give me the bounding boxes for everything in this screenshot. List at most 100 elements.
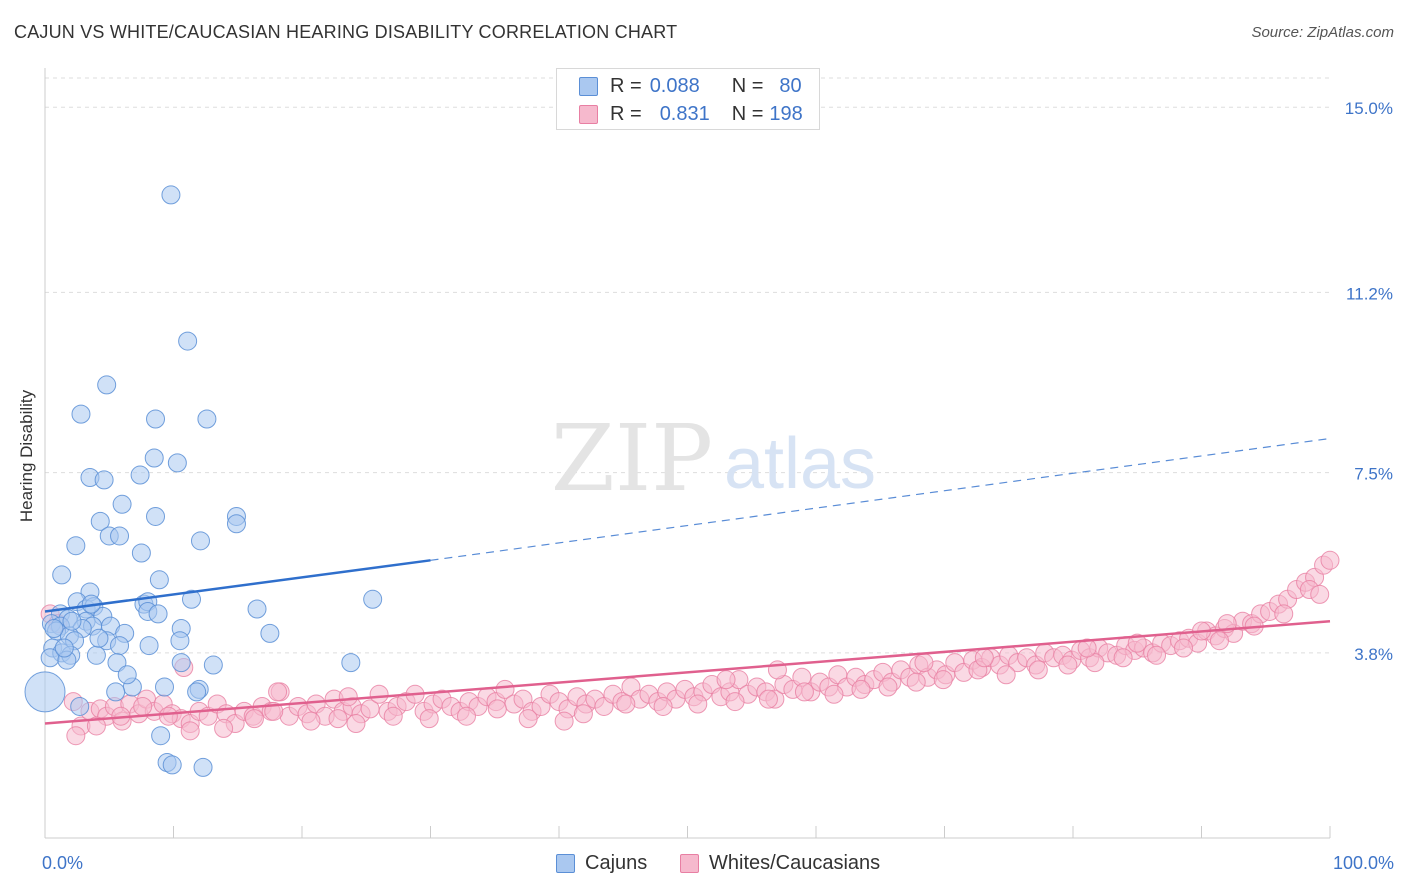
- r-label: R =: [610, 102, 642, 125]
- white-point: [1127, 633, 1147, 653]
- cajun-point: [155, 677, 175, 697]
- cajun-point: [167, 453, 187, 473]
- white-point: [495, 679, 515, 699]
- legend-label-cajuns: Cajuns: [585, 852, 648, 874]
- cajun-point: [162, 755, 182, 775]
- cajun-point: [117, 665, 137, 685]
- white-point: [1147, 645, 1167, 665]
- white-point: [1310, 584, 1330, 604]
- cajun-point: [151, 726, 171, 746]
- white-point: [86, 716, 106, 736]
- white-point: [914, 653, 934, 673]
- cajun-point: [181, 589, 201, 609]
- tick-labels: 3.8% 7.5% 11.2% 15.0% 0.0% 100.0%: [42, 99, 1394, 873]
- y-tick-label: 11.2%: [1346, 284, 1393, 303]
- watermark-atlas: atlas: [724, 424, 876, 504]
- cajun-point: [90, 511, 110, 531]
- white-point: [1028, 660, 1048, 680]
- white-swatch: [680, 854, 699, 873]
- cajun-swatch: [579, 76, 598, 96]
- white-point: [688, 694, 708, 714]
- watermark-zip: ZIP: [551, 405, 713, 512]
- cajun-point: [52, 565, 72, 585]
- legend-row-cajuns: R = 0.088 N = 80: [579, 73, 802, 99]
- cajun-point: [54, 638, 74, 658]
- white-point: [996, 665, 1016, 685]
- x-tick-label: 0.0%: [42, 853, 83, 873]
- source-label: Source: ZipAtlas.com: [1251, 24, 1394, 41]
- cajun-point: [44, 619, 64, 639]
- cajun-point: [131, 543, 151, 563]
- white-point: [716, 670, 736, 690]
- white-swatch: [579, 104, 598, 124]
- chart-title: CAJUN VS WHITE/CAUCASIAN HEARING DISABIL…: [14, 22, 678, 42]
- r-label: R =: [610, 74, 642, 97]
- white-point: [824, 684, 844, 704]
- gridlines: [45, 77, 1330, 654]
- white-point: [328, 709, 348, 729]
- cajun-point: [341, 653, 361, 673]
- cajun-point: [170, 631, 190, 651]
- r-value: 0.831: [659, 102, 710, 125]
- white-point: [653, 696, 673, 716]
- cajun-point: [97, 375, 117, 395]
- white-point: [725, 692, 745, 712]
- cajun-point: [161, 185, 181, 205]
- white-point: [487, 699, 507, 719]
- cajun-point: [178, 331, 198, 351]
- white-point: [419, 709, 439, 729]
- cajun-point: [226, 514, 246, 534]
- white-point: [1320, 550, 1340, 570]
- r-value: 0.088: [649, 74, 700, 97]
- white-point: [1085, 653, 1105, 673]
- n-value: 198: [769, 102, 803, 125]
- white-point: [758, 689, 778, 709]
- cajun-point: [110, 526, 130, 546]
- whites-points: [40, 550, 1340, 746]
- correlation-legend: R = 0.088 N = 80 R = 0.831 N = 198: [556, 68, 820, 130]
- white-point: [369, 684, 389, 704]
- n-value: 80: [779, 74, 802, 97]
- white-point: [214, 718, 234, 738]
- white-point: [573, 704, 593, 724]
- cajun-point: [260, 623, 280, 643]
- cajun-point: [171, 653, 191, 673]
- cajun-point: [62, 611, 82, 631]
- white-point: [383, 706, 403, 726]
- cajun-point: [197, 409, 217, 429]
- white-point: [268, 682, 288, 702]
- cajun-point: [89, 628, 109, 648]
- white-point: [1174, 638, 1194, 658]
- y-tick-label: 7.5%: [1354, 465, 1393, 484]
- white-point: [518, 709, 538, 729]
- cajun-point: [149, 570, 169, 590]
- white-point: [346, 714, 366, 734]
- n-label: N =: [731, 102, 764, 125]
- white-point: [554, 711, 574, 731]
- cajun-point: [107, 653, 127, 673]
- white-point: [180, 721, 200, 741]
- white-point: [301, 711, 321, 731]
- white-point: [1113, 648, 1133, 668]
- legend-item-whites: Whites/Caucasians: [680, 852, 880, 875]
- cajun-point: [71, 404, 91, 424]
- cajun-point: [148, 604, 168, 624]
- cajun-swatch: [556, 854, 575, 873]
- white-point: [244, 709, 264, 729]
- y-tick-label: 15.0%: [1345, 99, 1393, 118]
- cajun-points: [24, 185, 383, 777]
- cajun-point: [190, 531, 210, 551]
- cajun-point: [146, 409, 166, 429]
- cajun-point: [146, 506, 166, 526]
- white-point: [158, 706, 178, 726]
- white-point: [616, 694, 636, 714]
- cajun-point: [70, 696, 90, 716]
- cajun-point: [144, 448, 164, 468]
- white-point: [906, 672, 926, 692]
- n-label: N =: [731, 74, 764, 97]
- legend-item-cajuns: Cajuns: [556, 852, 647, 875]
- white-point: [1077, 638, 1097, 658]
- cajun-point: [94, 470, 114, 490]
- cajun-point: [139, 636, 159, 656]
- cajun-point: [66, 536, 86, 556]
